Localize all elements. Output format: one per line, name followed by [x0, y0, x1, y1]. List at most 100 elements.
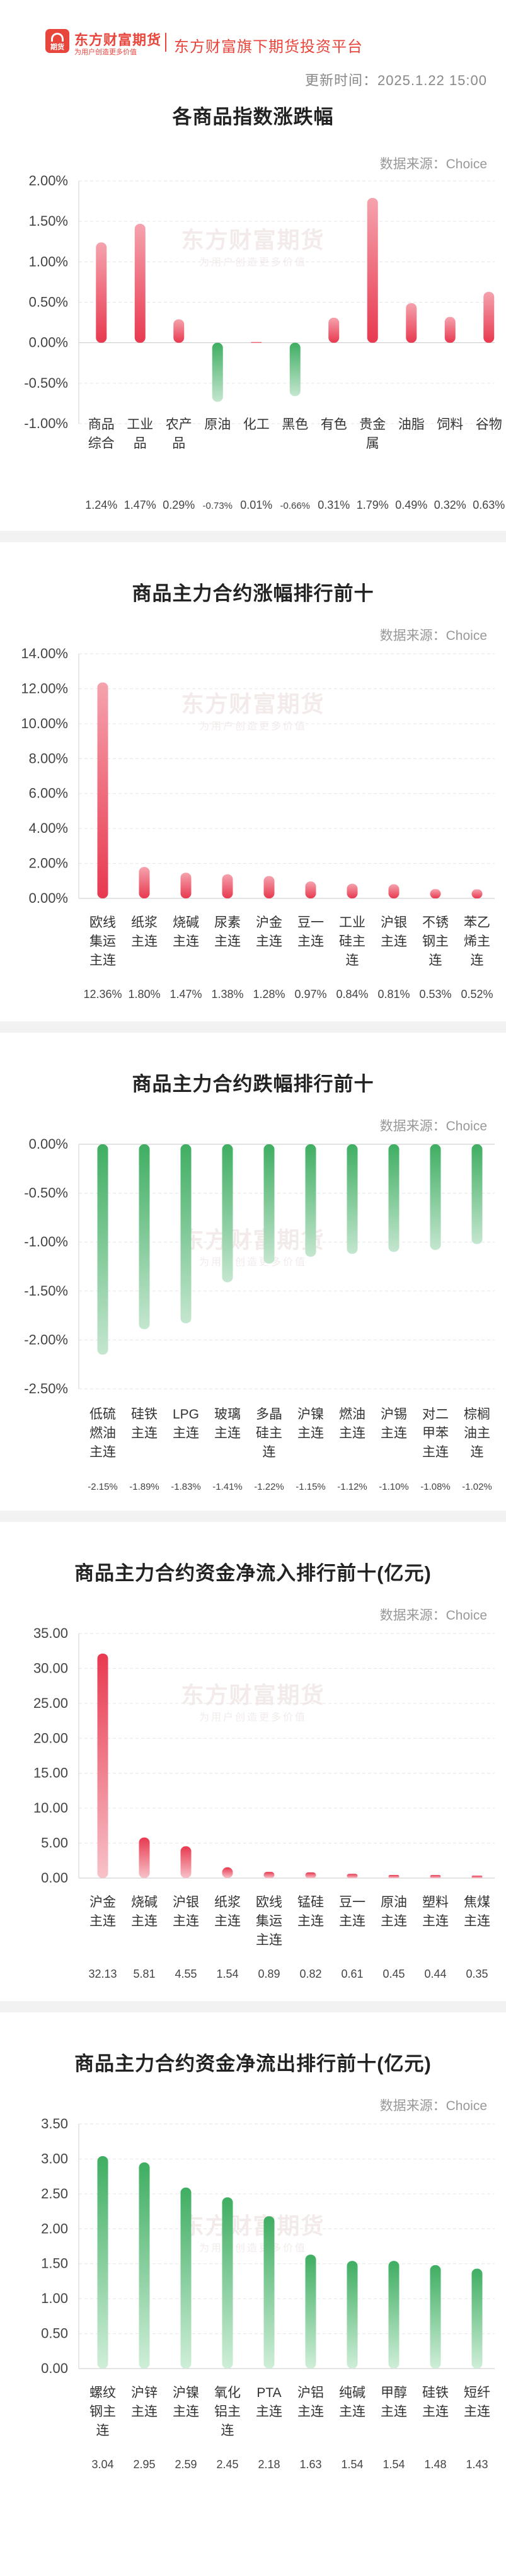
x-category-label: 主连: [339, 2405, 365, 2419]
x-category-label: 主连: [89, 953, 116, 968]
value-label: -1.89%: [129, 1482, 159, 1492]
section-title: 商品主力合约资金净流入排行前十(亿元): [74, 1562, 432, 1584]
x-category-label: 主连: [214, 1914, 241, 1929]
x-category-label: 工业: [339, 915, 365, 930]
y-tick-label: 0.00%: [29, 890, 68, 906]
bar: [388, 2261, 400, 2369]
value-label: 3.04: [91, 2458, 113, 2471]
x-category-label: 主连: [422, 1445, 449, 1459]
logo-divider: [165, 33, 166, 52]
y-tick-label: 6.00%: [29, 786, 68, 801]
y-tick-label: 35.00: [33, 1625, 68, 1641]
x-category-label: 饲料: [437, 417, 463, 432]
y-tick-label: 0.00: [41, 2360, 68, 2376]
value-label: 0.81%: [377, 988, 410, 1001]
bar: [347, 1874, 358, 1878]
x-category-label: 低硫: [89, 1407, 116, 1422]
x-category-label: 欧线: [256, 1895, 282, 1910]
section-top-gainers: 商品主力合约涨幅排行前十 数据来源：Choice 东方财富期货 为用户创造更多价…: [0, 542, 506, 1021]
y-tick-label: -1.50%: [24, 1283, 68, 1299]
bar: [180, 1846, 192, 1878]
bar: [180, 2187, 192, 2369]
y-tick-label: 1.00: [41, 2290, 68, 2306]
bar: [430, 1144, 441, 1250]
x-category-label: 沪铝: [297, 2386, 324, 2400]
bar: [388, 884, 400, 898]
bar: [367, 197, 378, 343]
x-category-label: 不锈: [422, 915, 449, 930]
x-category-label: 主连: [131, 1426, 158, 1441]
x-category-label: 主连: [131, 1914, 158, 1929]
x-category-label: 主连: [131, 2405, 158, 2419]
value-label: 0.61: [341, 1968, 363, 1980]
bar: [430, 1875, 441, 1878]
y-tick-label: -0.50%: [24, 375, 68, 391]
value-label: 1.47%: [124, 499, 156, 511]
watermark: 东方财富期货: [181, 1227, 325, 1253]
y-tick-label: 2.50: [41, 2186, 68, 2202]
x-category-label: 主连: [89, 1914, 116, 1929]
y-tick-label: 3.00: [41, 2150, 68, 2166]
x-category-label: 燃油: [89, 1426, 116, 1441]
x-category-label: 豆一: [339, 1895, 365, 1910]
x-category-label: 主连: [422, 1914, 449, 1929]
x-category-label: 主连: [339, 1914, 365, 1929]
value-label: 0.84%: [336, 988, 368, 1001]
data-source: 数据来源：Choice: [379, 2099, 487, 2113]
x-category-label: 连: [263, 1445, 276, 1459]
bar: [347, 2261, 358, 2369]
value-label: 32.13: [88, 1968, 117, 1980]
x-category-label: 铝主: [214, 2405, 241, 2419]
section-title: 商品主力合约资金净流出排行前十(亿元): [74, 2053, 432, 2075]
bar: [444, 316, 456, 343]
bar: [222, 874, 233, 898]
x-category-label: 主连: [422, 2405, 449, 2419]
x-category-label: 连: [221, 2423, 234, 2438]
x-category-label: 燃油: [339, 1407, 365, 1422]
y-tick-label: 2.00%: [29, 173, 68, 189]
bar: [406, 303, 417, 343]
x-category-label: 连: [429, 953, 442, 968]
x-category-label: 钢主: [89, 2405, 116, 2419]
x-category-label: 主连: [214, 1426, 241, 1441]
bar: [430, 889, 441, 898]
bar: [483, 291, 495, 343]
value-label: -2.15%: [88, 1482, 118, 1492]
bar: [263, 1144, 275, 1264]
y-tick-label: -0.50%: [24, 1185, 68, 1201]
x-category-label: 沪镍: [173, 2386, 199, 2400]
value-label: 0.35: [466, 1968, 488, 1980]
y-tick-label: 2.00%: [29, 856, 68, 871]
value-label: -1.10%: [379, 1482, 409, 1492]
bar: [96, 242, 107, 343]
x-category-label: 属: [366, 436, 379, 451]
bar: [388, 1144, 400, 1252]
y-tick-label: 0.50%: [29, 294, 68, 310]
x-category-label: 综合: [88, 436, 115, 451]
value-label: 0.44: [424, 1968, 446, 1980]
x-category-label: 主连: [173, 934, 199, 949]
header: 期货 东方财富期货 为用户创造更多价值 东方财富旗下期货投资平台 更新时间：20…: [0, 0, 506, 96]
chart-top-gainers: 14.00% 12.00% 10.00% 8.00% 6.00% 4.00% 2.00% 0.…: [21, 646, 495, 1001]
value-label: -1.15%: [296, 1482, 326, 1492]
x-category-label: 烯主: [464, 934, 490, 949]
x-category-label: 原油: [204, 417, 231, 432]
value-label: 1.28%: [253, 988, 285, 1001]
value-label: 2.95: [133, 2458, 155, 2471]
x-category-label: PTA: [256, 2386, 281, 2400]
y-tick-label: 14.00%: [21, 646, 68, 661]
bar: [97, 682, 108, 898]
bar: [347, 1144, 358, 1254]
value-label: -1.22%: [254, 1482, 284, 1492]
value-label: -1.12%: [337, 1482, 367, 1492]
bar: [139, 1144, 150, 1330]
y-tick-label: 0.00%: [29, 335, 68, 351]
x-category-label: 沪银: [381, 915, 407, 930]
x-category-label: 欧线: [89, 915, 116, 930]
y-tick-label: 25.00: [33, 1695, 68, 1711]
x-category-label: 甲苯: [422, 1426, 449, 1441]
x-category-label: 主连: [381, 2405, 407, 2419]
watermark: 东方财富期货: [181, 227, 325, 253]
x-category-label: 主连: [256, 2405, 282, 2419]
